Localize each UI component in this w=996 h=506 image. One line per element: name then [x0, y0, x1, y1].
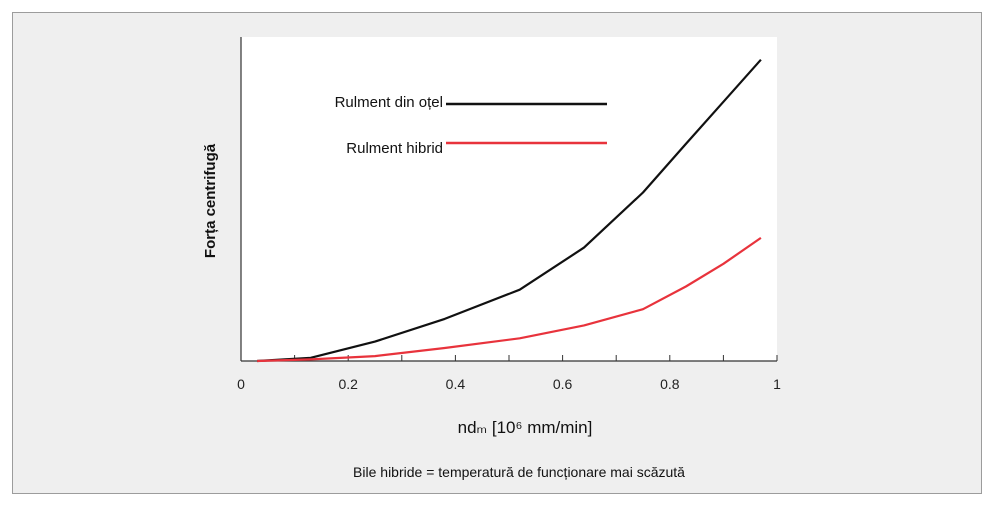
legend-item-hybrid-label: Rulment hibrid [346, 140, 443, 157]
chart: 0 0.2 0.4 0.6 0.8 1 Rulment din oțel Rulment h… [202, 37, 781, 480]
x-tick-label: 0.6 [553, 376, 573, 392]
legend-item-steel-label: Rulment din oțel [335, 94, 443, 111]
x-tick-label: 0.4 [446, 376, 466, 392]
x-axis-label: ndₘ [10⁶ mm/min] [458, 418, 593, 437]
series-line-steel [257, 58, 762, 363]
series-lines [257, 58, 762, 363]
x-tick-labels: 0 0.2 0.4 0.6 0.8 1 [237, 376, 781, 392]
x-ticks [240, 355, 778, 361]
legend: Rulment din oțel Rulment hibrid [335, 94, 607, 157]
y-axis-label: Forța centrifugă [202, 143, 219, 258]
caption: Bile hibride = temperatură de funcționar… [353, 464, 685, 480]
figure-frame: 0 0.2 0.4 0.6 0.8 1 Rulment din oțel Rulment h… [12, 12, 982, 494]
x-tick-label: 0 [237, 376, 245, 392]
series-line-hybrid [257, 236, 762, 363]
x-tick-label: 1 [773, 376, 781, 392]
x-tick-label: 0.8 [660, 376, 680, 392]
plot-area [241, 37, 777, 361]
x-tick-label: 0.2 [338, 376, 358, 392]
